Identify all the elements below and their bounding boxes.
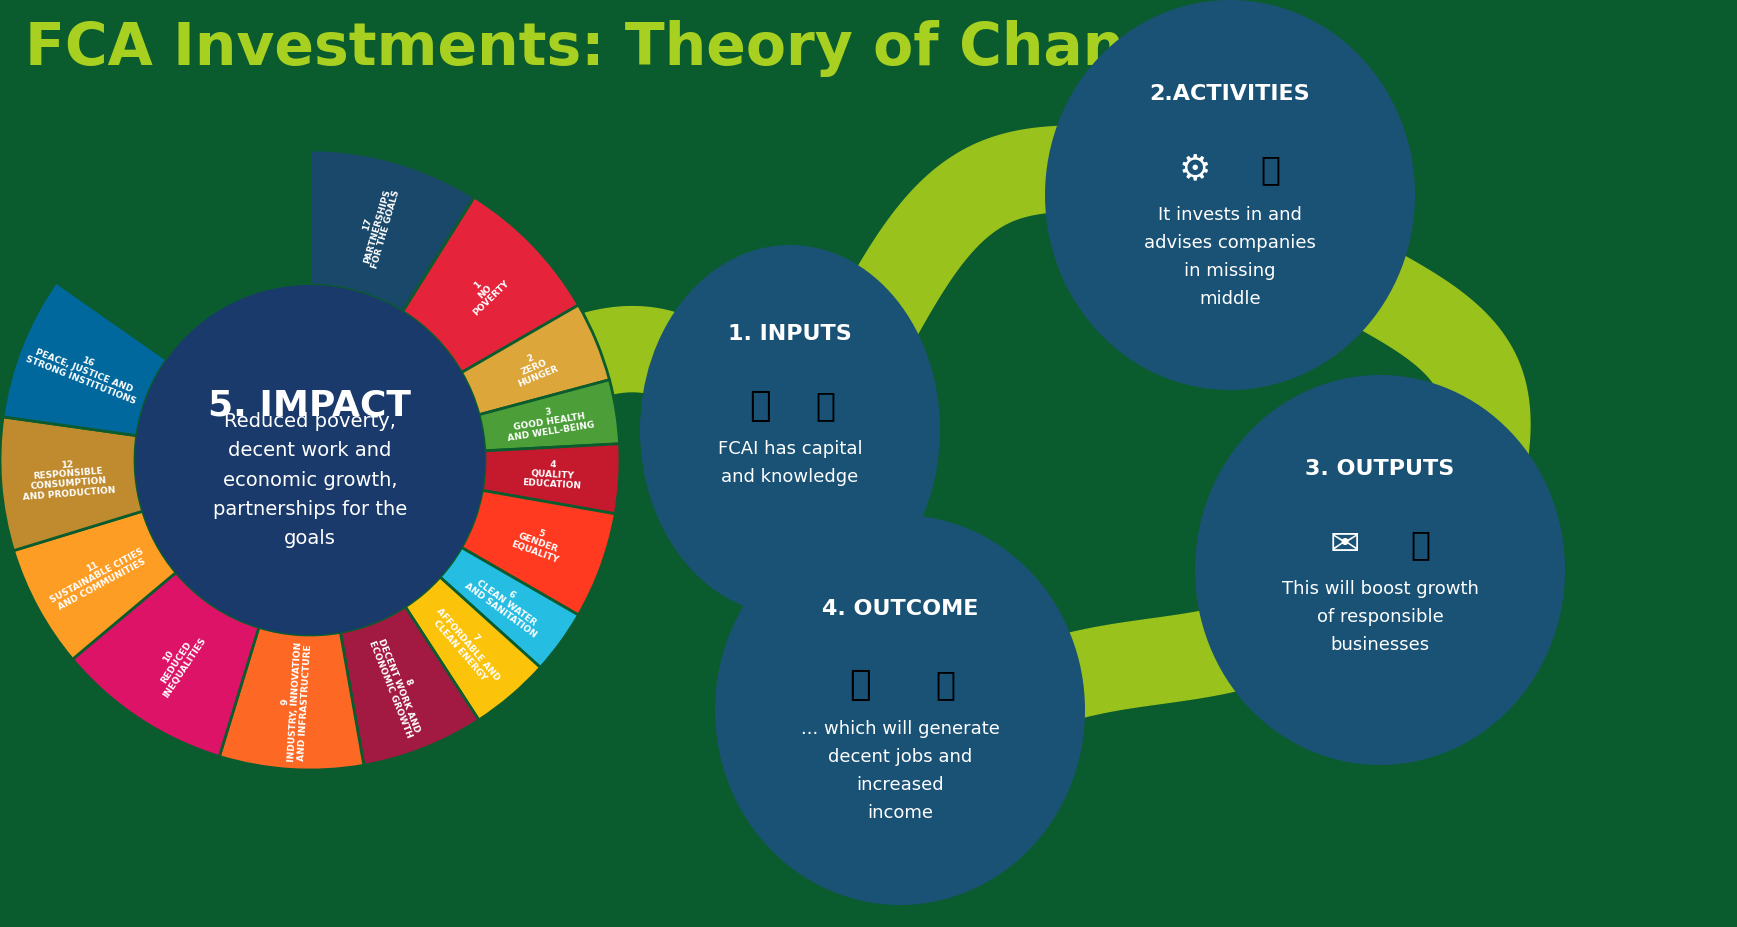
Wedge shape bbox=[479, 380, 620, 451]
Text: Reduced poverty,
decent work and
economic growth,
partnerships for the
goals: Reduced poverty, decent work and economi… bbox=[214, 412, 406, 549]
Text: 5
GENDER
EQUALITY: 5 GENDER EQUALITY bbox=[509, 521, 566, 565]
Text: decent jobs and: decent jobs and bbox=[829, 748, 973, 767]
Text: 3. OUTPUTS: 3. OUTPUTS bbox=[1306, 459, 1454, 478]
Text: 7
AFFORDABLE AND
CLEAN ENERGY: 7 AFFORDABLE AND CLEAN ENERGY bbox=[427, 600, 509, 689]
Text: 4
QUALITY
EDUCATION: 4 QUALITY EDUCATION bbox=[521, 459, 582, 490]
Text: increased: increased bbox=[856, 777, 943, 794]
Text: 1
NO
POVERTY: 1 NO POVERTY bbox=[459, 265, 511, 318]
Wedge shape bbox=[405, 578, 540, 720]
Text: 1. INPUTS: 1. INPUTS bbox=[728, 324, 851, 344]
Wedge shape bbox=[309, 150, 474, 311]
Text: 4. OUTCOME: 4. OUTCOME bbox=[822, 599, 978, 618]
Text: middle: middle bbox=[1199, 289, 1261, 308]
Text: FCA Investments: Theory of Change: FCA Investments: Theory of Change bbox=[24, 20, 1205, 77]
Text: 🤝: 🤝 bbox=[935, 668, 955, 701]
Text: 2.ACTIVITIES: 2.ACTIVITIES bbox=[1150, 83, 1310, 104]
Ellipse shape bbox=[639, 245, 940, 615]
Text: 📋: 📋 bbox=[1259, 153, 1280, 186]
Wedge shape bbox=[73, 573, 259, 756]
Wedge shape bbox=[483, 444, 620, 514]
Text: 16
PEACE, JUSTICE AND
STRONG INSTITUTIONS: 16 PEACE, JUSTICE AND STRONG INSTITUTION… bbox=[24, 337, 144, 406]
Wedge shape bbox=[439, 548, 578, 667]
Text: ✉: ✉ bbox=[1331, 527, 1360, 562]
Ellipse shape bbox=[1046, 0, 1416, 390]
Text: ⚙: ⚙ bbox=[1179, 153, 1211, 186]
Text: This will boost growth: This will boost growth bbox=[1282, 580, 1478, 599]
Text: advises companies: advises companies bbox=[1145, 234, 1317, 251]
Wedge shape bbox=[462, 305, 610, 414]
Text: 5. IMPACT: 5. IMPACT bbox=[208, 388, 412, 422]
Polygon shape bbox=[441, 126, 1530, 753]
Wedge shape bbox=[340, 607, 479, 766]
Text: It invests in and: It invests in and bbox=[1159, 206, 1303, 223]
Ellipse shape bbox=[1195, 375, 1565, 765]
Text: ... which will generate: ... which will generate bbox=[801, 720, 999, 739]
Text: 💵: 💵 bbox=[815, 389, 835, 423]
Wedge shape bbox=[403, 197, 578, 373]
Text: 📈: 📈 bbox=[1410, 528, 1430, 561]
Text: 3
GOOD HEALTH
AND WELL-BEING: 3 GOOD HEALTH AND WELL-BEING bbox=[504, 401, 596, 443]
Text: income: income bbox=[867, 805, 933, 822]
Text: 10
REDUCED
INEQUALITIES: 10 REDUCED INEQUALITIES bbox=[144, 625, 207, 699]
Text: 12
RESPONSIBLE
CONSUMPTION
AND PRODUCTION: 12 RESPONSIBLE CONSUMPTION AND PRODUCTIO… bbox=[21, 456, 116, 502]
Wedge shape bbox=[0, 417, 142, 551]
Text: 🪙: 🪙 bbox=[849, 667, 870, 702]
Text: FCAI has capital: FCAI has capital bbox=[717, 439, 862, 458]
Text: 17
PARTNERSHIPS
FOR THE GOALS: 17 PARTNERSHIPS FOR THE GOALS bbox=[353, 184, 401, 270]
Text: 8
DECENT WORK AND
ECONOMIC GROWTH: 8 DECENT WORK AND ECONOMIC GROWTH bbox=[367, 632, 431, 739]
Text: 👥: 👥 bbox=[749, 389, 771, 423]
Ellipse shape bbox=[716, 515, 1086, 905]
Text: 6
CLEAN WATER
AND SANITATION: 6 CLEAN WATER AND SANITATION bbox=[462, 565, 549, 640]
Wedge shape bbox=[14, 511, 175, 659]
Text: and knowledge: and knowledge bbox=[721, 467, 858, 486]
Text: 2
ZERO
HUNGER: 2 ZERO HUNGER bbox=[509, 346, 559, 388]
Text: businesses: businesses bbox=[1331, 637, 1430, 654]
Wedge shape bbox=[219, 628, 363, 770]
Wedge shape bbox=[462, 490, 615, 615]
Text: of responsible: of responsible bbox=[1317, 608, 1443, 627]
Wedge shape bbox=[3, 282, 167, 436]
Text: 9
INDUSTRY, INNOVATION
AND INFRASTRUCTURE: 9 INDUSTRY, INNOVATION AND INFRASTRUCTUR… bbox=[278, 641, 313, 763]
Text: 11
SUSTAINABLE CITIES
AND COMMUNITIES: 11 SUSTAINABLE CITIES AND COMMUNITIES bbox=[43, 539, 149, 614]
Text: in missing: in missing bbox=[1185, 261, 1275, 280]
Circle shape bbox=[135, 285, 485, 635]
